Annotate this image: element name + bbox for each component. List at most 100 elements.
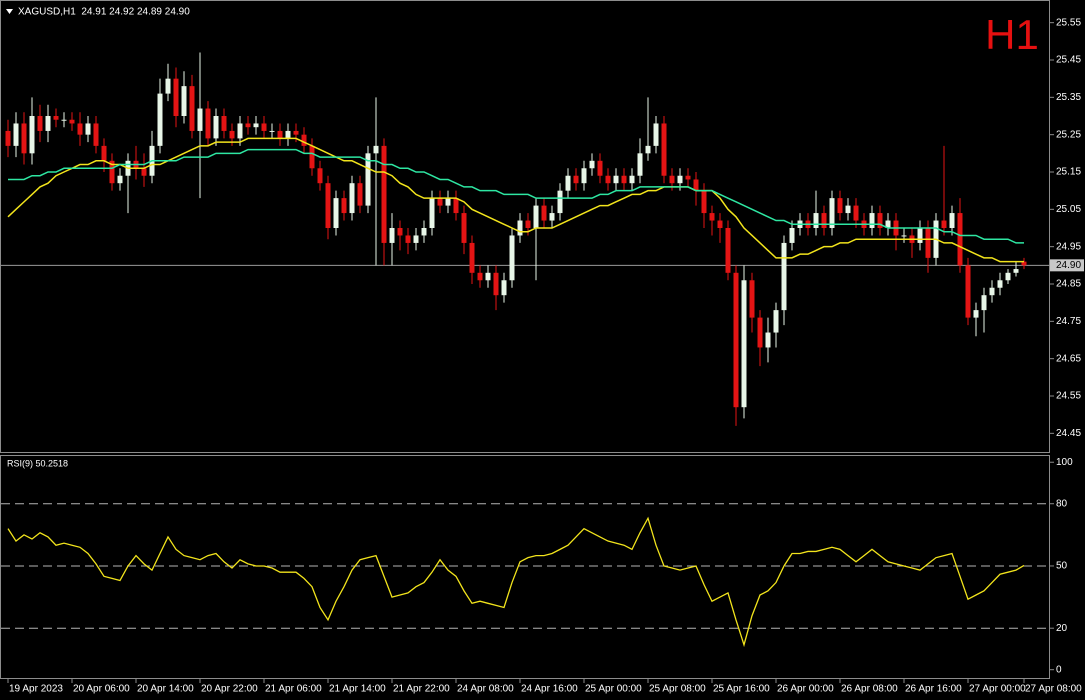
- candle-body: [301, 134, 307, 146]
- candle-body: [773, 310, 779, 333]
- y-tick-label: 0: [1056, 664, 1062, 675]
- x-tick-label: 27 Apr 08:00: [1025, 684, 1082, 695]
- x-tick-label: 26 Apr 00:00: [777, 684, 834, 695]
- candle-body: [685, 175, 691, 180]
- x-tick-label: 21 Apr 06:00: [265, 684, 322, 695]
- candle-body: [1005, 272, 1011, 281]
- candle-body: [605, 175, 611, 184]
- candle-body: [341, 198, 347, 214]
- candle-body: [445, 198, 451, 206]
- candle-body: [213, 116, 219, 139]
- candle-body: [621, 175, 627, 184]
- y-tick-label: 24.95: [1056, 241, 1081, 252]
- candle-body: [109, 160, 115, 184]
- candle-body: [549, 213, 555, 221]
- y-tick-label: 25.25: [1056, 129, 1081, 140]
- x-tick-label: 20 Apr 14:00: [137, 684, 194, 695]
- candle-body: [13, 123, 19, 146]
- candle-body: [533, 205, 539, 228]
- candle-body: [277, 130, 283, 139]
- y-tick-label: 24.45: [1056, 428, 1081, 439]
- x-tick-label: 26 Apr 08:00: [841, 684, 898, 695]
- y-tick-label: 24.55: [1056, 391, 1081, 402]
- candle-body: [645, 145, 651, 154]
- candle-body: [693, 179, 699, 191]
- candle-body: [853, 205, 859, 221]
- candle-body: [229, 130, 235, 139]
- moving-average: [7, 137, 1024, 263]
- candle-body: [989, 287, 995, 296]
- candle-body: [237, 123, 243, 139]
- candle-body: [389, 228, 395, 243]
- candle-body: [381, 145, 387, 243]
- candle-body: [869, 213, 875, 228]
- candle-body: [269, 130, 275, 132]
- candle-body: [485, 272, 491, 281]
- candle-body: [661, 123, 667, 176]
- candle-body: [557, 190, 563, 214]
- candle-body: [973, 310, 979, 318]
- y-tick-label: 24.65: [1056, 353, 1081, 364]
- candle-body: [293, 130, 299, 135]
- candle-body: [717, 220, 723, 228]
- candle-body: [397, 228, 403, 236]
- candle-body: [877, 213, 883, 228]
- y-tick-label: 20: [1056, 623, 1068, 634]
- candle-body: [749, 280, 755, 318]
- candle-body: [997, 280, 1003, 288]
- candle-body: [437, 198, 443, 206]
- candle-body: [677, 175, 683, 184]
- candle-body: [813, 213, 819, 228]
- candle-body: [421, 228, 427, 236]
- candle-body: [309, 145, 315, 169]
- candle-body: [205, 108, 211, 139]
- candle-body: [653, 123, 659, 146]
- rsi-panel: [0, 455, 1050, 679]
- candle-body: [917, 228, 923, 243]
- candle-body: [885, 220, 891, 228]
- candle-body: [733, 272, 739, 408]
- x-tick-label: 24 Apr 16:00: [521, 684, 578, 695]
- candle-body: [597, 160, 603, 176]
- candle-body: [317, 168, 323, 184]
- candle-body: [541, 205, 547, 221]
- candle-body: [573, 175, 579, 184]
- rsi-line: [7, 516, 1025, 648]
- candle-body: [669, 175, 675, 184]
- candle-body: [837, 198, 843, 214]
- candle-body: [829, 198, 835, 228]
- candle-body: [173, 78, 179, 116]
- candle-body: [789, 228, 795, 243]
- candle-body: [373, 145, 379, 154]
- candle-body: [765, 332, 771, 348]
- candle-body: [757, 317, 763, 348]
- candle-body: [181, 86, 187, 116]
- candle-body: [141, 168, 147, 176]
- x-tick-label: 25 Apr 16:00: [713, 684, 770, 695]
- candle-body: [901, 235, 907, 237]
- candle-body: [957, 213, 963, 266]
- candle-body: [629, 175, 635, 184]
- candle-body: [5, 130, 11, 146]
- x-tick-label: 25 Apr 00:00: [585, 684, 642, 695]
- x-tick-label: 26 Apr 16:00: [905, 684, 962, 695]
- candle-body: [29, 116, 35, 154]
- candle-body: [37, 116, 43, 131]
- candle-body: [477, 272, 483, 281]
- candle-body: [349, 183, 355, 214]
- candle-body: [61, 119, 67, 121]
- candle-body: [845, 205, 851, 214]
- candle-body: [101, 145, 107, 161]
- y-tick-label: 25.15: [1056, 167, 1081, 178]
- x-tick-label: 20 Apr 22:00: [201, 684, 258, 695]
- timeframe-badge: H1: [985, 11, 1039, 58]
- candle-body: [949, 213, 955, 228]
- candle-body: [781, 242, 787, 311]
- x-tick-label: 27 Apr 00:00: [969, 684, 1026, 695]
- candle-body: [493, 272, 499, 296]
- y-tick-label: 50: [1056, 561, 1068, 572]
- price-label: 24.90: [1056, 260, 1081, 271]
- candle-body: [469, 242, 475, 273]
